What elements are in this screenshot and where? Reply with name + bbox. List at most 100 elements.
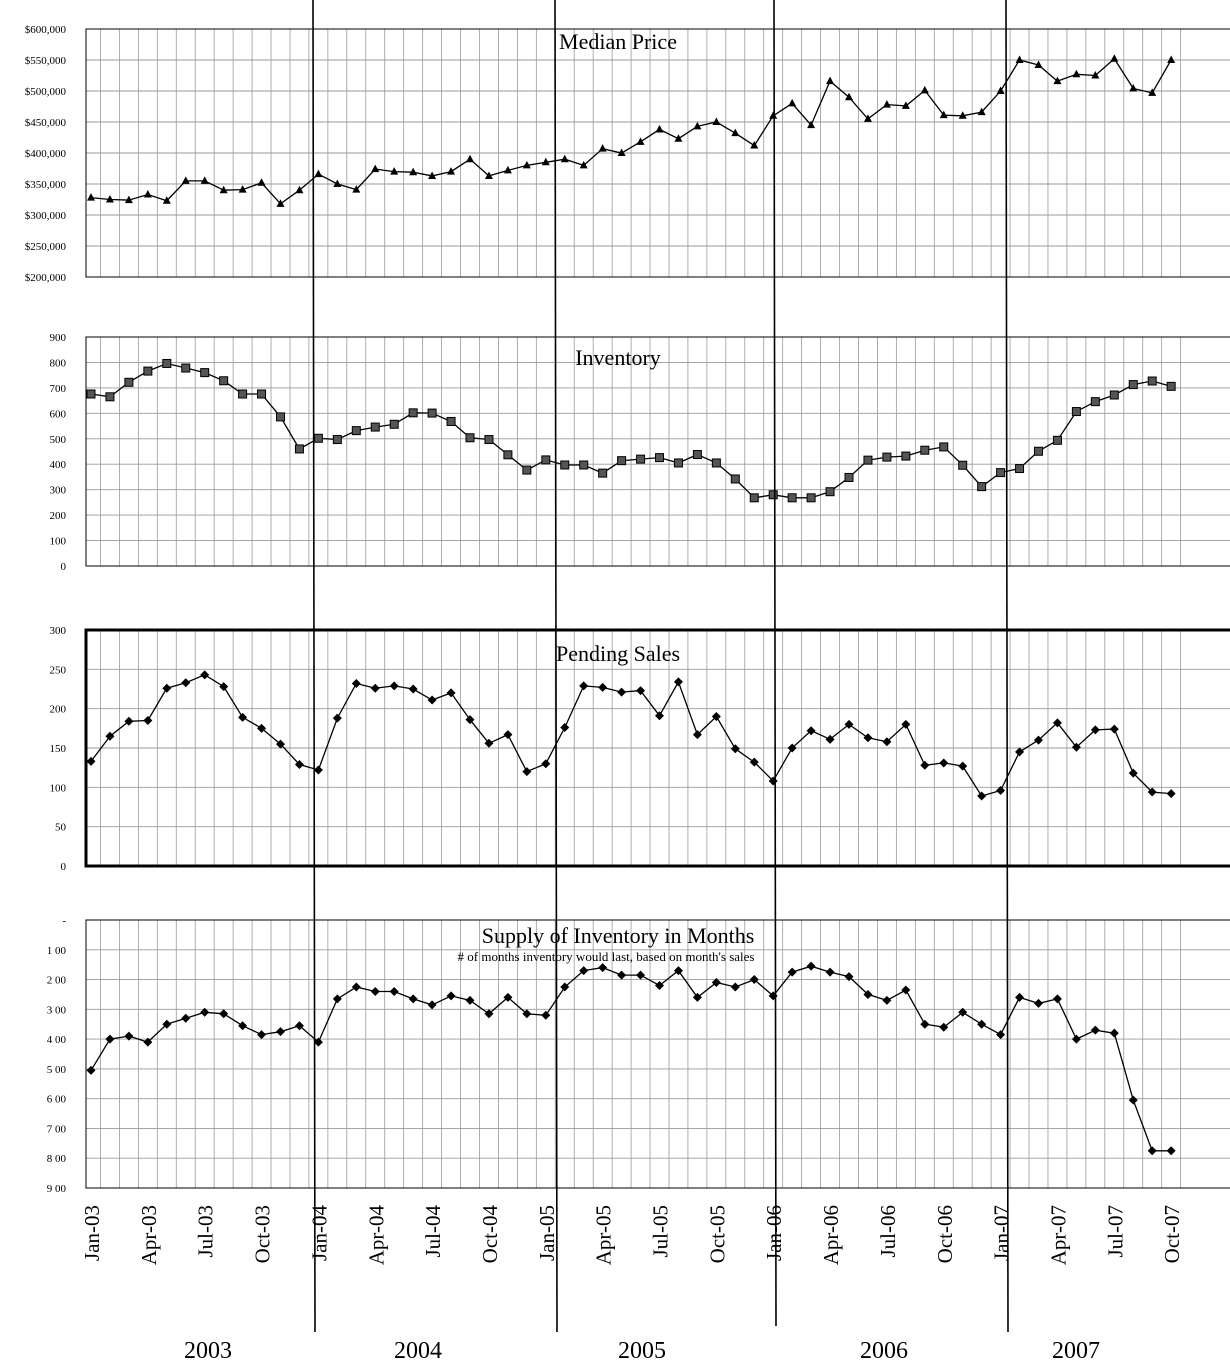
y-tick-label: 4 00 [47,1034,67,1046]
data-point [87,193,95,201]
data-point [541,1011,550,1020]
data-point [447,417,455,425]
data-point [87,390,95,398]
data-point [617,971,626,980]
y-tick-label: 6 00 [47,1094,67,1106]
y-tick-label: 400 [50,459,67,471]
y-tick-label: 0 [61,861,67,873]
data-point [1110,1029,1119,1038]
data-point [485,436,493,444]
data-point [579,681,588,690]
data-point [503,730,512,739]
data-point [1110,391,1118,399]
data-point [693,451,701,459]
data-point [523,466,531,474]
data-point [1167,382,1175,390]
data-point [1035,447,1043,455]
y-tick-label: $600,000 [25,24,67,36]
x-tick-label: Jan-04 [307,1205,331,1261]
data-point [656,125,664,133]
data-point [920,761,929,770]
data-point [731,983,740,992]
data-point [219,1009,228,1018]
data-point [1053,994,1062,1003]
x-tick-label: Apr-07 [1046,1205,1070,1265]
y-tick-label: 300 [50,485,67,497]
data-point [845,473,853,481]
data-point [1110,54,1118,62]
data-point [182,176,190,184]
data-point [409,994,418,1003]
data-point [257,1030,266,1039]
y-tick-label: 900 [50,332,67,344]
x-tick-label: Jul-06 [876,1205,900,1258]
data-point [1015,747,1024,756]
y-tick-label: $350,000 [25,179,67,191]
y-tick-label: $300,000 [25,210,67,222]
data-point [712,118,720,126]
data-point [409,685,418,694]
y-tick-label: - [62,915,66,927]
y-tick-label: $550,000 [25,55,67,67]
y-tick-label: 7 00 [47,1123,67,1135]
x-tick-label: Apr-06 [819,1205,843,1265]
data-point [674,677,683,686]
data-point [598,683,607,692]
data-point [883,453,891,461]
y-tick-label: 100 [50,536,67,548]
data-point [504,451,512,459]
data-point [144,190,152,198]
data-point [617,688,626,697]
panel-title: Inventory [575,345,661,370]
data-point [561,155,569,163]
data-point [940,443,948,451]
data-point [977,1020,986,1029]
data-point [599,469,607,477]
data-point [921,86,929,94]
data-point [1091,1026,1100,1035]
data-point [447,688,456,697]
data-point [959,461,967,469]
data-point [542,456,550,464]
x-tick-label: Jul-03 [194,1205,218,1258]
panel-median-price: $200,000$250,000$300,000$350,000$400,000… [25,24,1230,284]
data-point [769,111,777,119]
data-point [143,716,152,725]
data-point [238,1021,247,1030]
data-point [1016,465,1024,473]
data-point [1148,1146,1157,1155]
data-point [921,446,929,454]
data-point [87,1066,96,1075]
x-tick-label: Jan-05 [535,1205,559,1261]
data-point [807,962,816,971]
data-point [560,723,569,732]
panel-title: Pending Sales [556,641,680,666]
data-point [1167,1146,1176,1155]
data-point [978,483,986,491]
data-point [996,1030,1005,1039]
data-point [845,93,853,101]
y-tick-label: 800 [50,357,67,369]
y-tick-label: 600 [50,408,67,420]
x-tick-label: Jul-07 [1103,1205,1127,1258]
data-point [769,491,777,499]
data-point [656,454,664,462]
data-point [788,99,796,107]
data-point [333,994,342,1003]
data-point [314,434,322,442]
data-point [826,968,835,977]
x-tick-label: Jan-07 [990,1205,1014,1261]
data-point [352,983,361,992]
data-point [390,681,399,690]
x-tick-label: Oct-07 [1160,1205,1184,1263]
x-tick-label: Oct-05 [705,1205,729,1263]
data-point [939,758,948,767]
x-tick-label: Jul-04 [421,1205,445,1258]
data-point [958,762,967,771]
data-point [1015,993,1024,1002]
data-point [258,178,266,186]
plot-frame [86,337,1230,566]
